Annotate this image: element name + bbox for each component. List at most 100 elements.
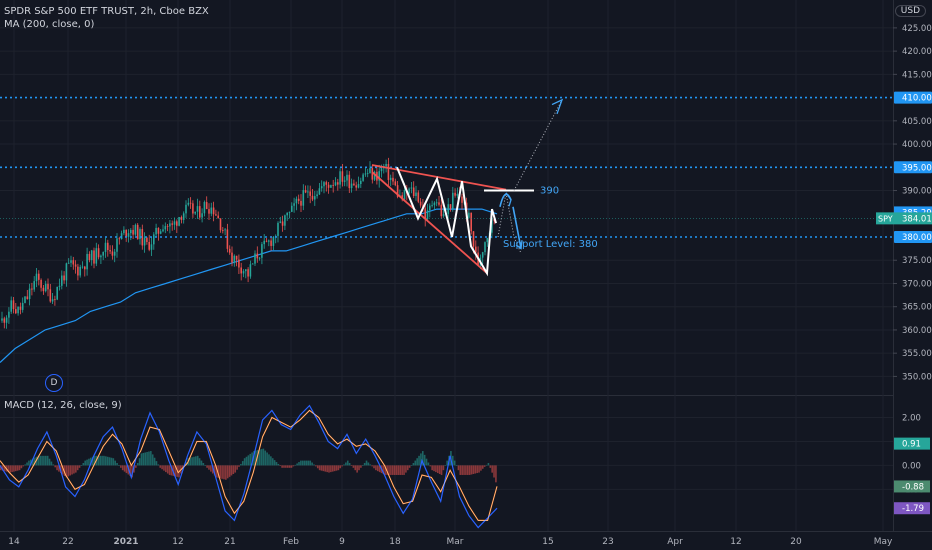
candle-body	[132, 229, 134, 235]
candle-body	[130, 229, 132, 234]
level-price-label: 410.00	[902, 94, 932, 104]
candle-body	[426, 210, 429, 220]
macd-histogram-bar	[487, 463, 490, 466]
candle-body	[311, 195, 314, 200]
candle-body	[107, 242, 109, 251]
macd-histogram-bar	[431, 465, 433, 471]
macd-histogram-bar	[358, 465, 360, 471]
candle-body	[240, 267, 242, 274]
macd-histogram-bar	[140, 453, 143, 466]
macd-histogram-bar	[418, 455, 420, 466]
macd-value-label: -1.79	[902, 504, 924, 514]
candle-body	[339, 171, 341, 185]
level-price-tag	[894, 161, 932, 174]
macd-histogram-bar	[90, 457, 92, 466]
symbol-title[interactable]: SPDR S&P 500 ETF TRUST, 2h, Cboe BZX	[4, 6, 209, 17]
macd-histogram-bar	[221, 465, 223, 479]
macd-histogram-bar	[266, 452, 268, 466]
candle-body	[438, 202, 440, 205]
candle-body	[268, 240, 270, 242]
wedge-upper-line	[371, 164, 507, 191]
macd-histogram-bar	[393, 465, 396, 475]
candle-body	[373, 171, 376, 180]
candle-body	[192, 203, 194, 214]
candle-body	[295, 198, 298, 204]
macd-histogram-bar	[343, 464, 345, 466]
macd-histogram-bar	[105, 456, 107, 466]
candle-body	[392, 177, 394, 182]
candle-body	[173, 221, 176, 225]
macd-histogram-bar	[136, 463, 139, 466]
x-tick-label: 21	[224, 537, 235, 547]
macd-histogram-bar	[20, 465, 23, 469]
macd-histogram-bar	[159, 465, 162, 468]
curved-arrow-up-head	[505, 192, 512, 207]
macd-histogram-bar	[258, 449, 261, 466]
candle-body	[350, 183, 353, 189]
macd-histogram-bar	[328, 465, 330, 473]
macd-histogram-bar	[391, 465, 394, 475]
candle-body	[346, 174, 348, 181]
macd-histogram-bar	[371, 465, 373, 467]
macd-histogram-bar	[262, 448, 265, 466]
macd-histogram-bar	[318, 465, 321, 471]
macd-value-tag	[894, 502, 930, 515]
candle-body	[123, 229, 125, 234]
macd-legend[interactable]: MACD (12, 26, close, 9)	[4, 400, 122, 411]
candle-body	[456, 194, 459, 196]
candle-body	[210, 207, 213, 214]
candle-body	[109, 250, 111, 252]
candle-body	[461, 196, 463, 203]
macd-histogram-bar	[226, 465, 229, 479]
currency-selector[interactable]: USD	[894, 5, 926, 17]
macd-histogram-bar	[125, 465, 128, 474]
ma-legend[interactable]: MA (200, close, 0)	[4, 19, 95, 30]
x-tick-label: 12	[730, 537, 741, 547]
macd-histogram-bar	[485, 464, 488, 466]
candle-body	[215, 214, 217, 216]
candle-body	[90, 250, 93, 261]
macd-histogram-bar	[46, 455, 49, 466]
y-tick-label: 390.00	[902, 187, 932, 197]
macd-histogram-bar	[15, 465, 17, 472]
candle-body	[371, 168, 374, 180]
macd-histogram-bar	[361, 465, 364, 466]
macd-histogram-bar	[56, 465, 58, 471]
macd-histogram-bar	[39, 455, 41, 466]
candle-body	[97, 248, 100, 258]
x-tick-label: 15	[542, 537, 553, 547]
macd-histogram-bar	[406, 465, 409, 471]
macd-histogram-bar	[245, 456, 248, 466]
candle-body	[182, 213, 185, 220]
dividend-marker[interactable]: D	[45, 374, 63, 392]
macd-histogram-bar	[153, 457, 156, 466]
macd-histogram-bar	[478, 465, 480, 473]
macd-histogram-bar	[270, 456, 272, 466]
macd-histogram-bar	[45, 455, 47, 466]
macd-histogram-bar	[88, 458, 90, 466]
candle-body	[146, 237, 148, 242]
macd-histogram-bar	[195, 456, 197, 466]
macd-histogram-bar	[363, 463, 366, 466]
candle-body	[247, 269, 249, 277]
macd-histogram-bar	[110, 457, 113, 466]
macd-histogram-bar	[112, 458, 115, 466]
macd-histogram-bar	[106, 456, 109, 466]
macd-histogram-bar	[427, 462, 430, 466]
macd-histogram-bar	[442, 465, 445, 471]
macd-histogram-bar	[166, 465, 169, 474]
candle-body	[288, 211, 291, 213]
macd-histogram-bar	[54, 465, 56, 468]
macd-histogram-bar	[71, 465, 73, 475]
macd-histogram-bar	[123, 465, 126, 472]
macd-histogram-bar	[286, 465, 289, 468]
candle-body	[1, 318, 3, 321]
candle-body	[222, 230, 224, 231]
macd-histogram-bar	[211, 465, 214, 474]
macd-histogram-bar	[292, 465, 295, 467]
macd-histogram-bar	[309, 460, 312, 466]
macd-histogram-bar	[412, 463, 415, 466]
x-tick-label: Apr	[667, 537, 683, 547]
macd-histogram-bar	[223, 465, 225, 480]
